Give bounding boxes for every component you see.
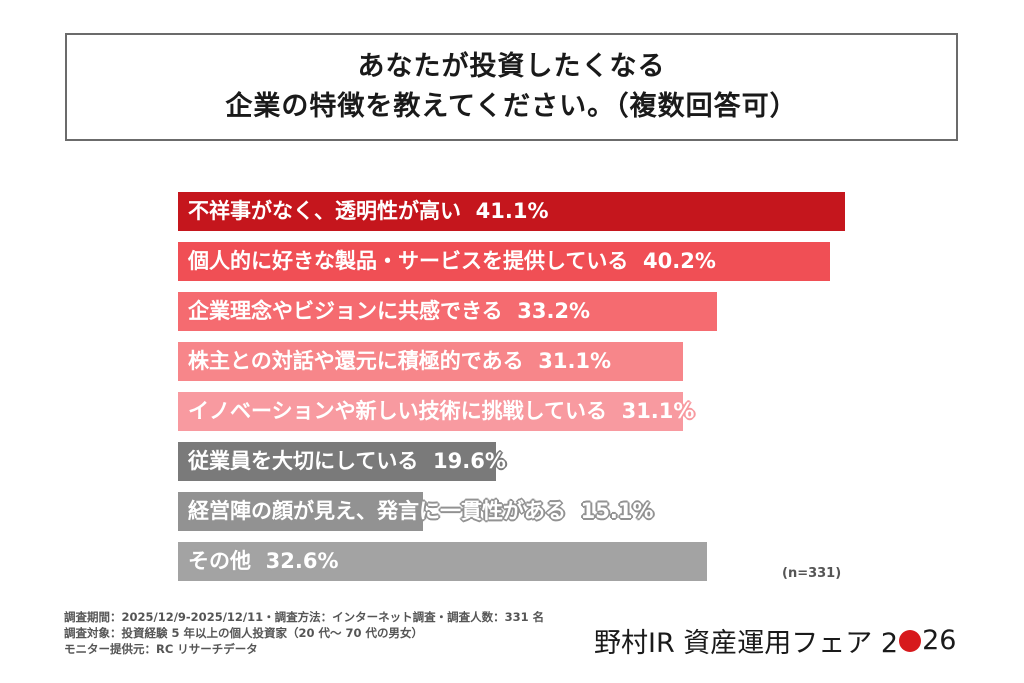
bar-value: 31.1% <box>538 349 612 373</box>
survey-footnote: 調査期間：2025/12/9-2025/12/11・調査方法：インターネット調査… <box>64 609 544 657</box>
bar-label: 経営陣の顔が見え、発言に一貫性がある 15.1% <box>188 492 653 531</box>
red-circle-icon <box>899 629 922 652</box>
bar-value: 31.1% <box>621 399 695 423</box>
bar-label: 従業員を大切にしている 19.6% <box>188 442 506 481</box>
bar-value: 15.1% <box>580 499 654 523</box>
bar-category: イノベーションや新しい技術に挑戦している <box>188 399 607 423</box>
title-line-2: 企業の特徴を教えてください。（複数回答可） <box>225 91 798 122</box>
bar-label: その他 32.6% <box>188 542 338 581</box>
bar-6: 従業員を大切にしている 19.6% <box>178 442 506 481</box>
bar-label: イノベーションや新しい技術に挑戦している 31.1% <box>188 392 694 431</box>
bar-label: 個人的に好きな製品・サービスを提供している 40.2% <box>188 242 716 281</box>
bar-3: 企業理念やビジョンに共感できる 33.2% <box>178 292 717 331</box>
bar-value: 33.2% <box>517 299 591 323</box>
bar-category: 個人的に好きな製品・サービスを提供している <box>188 249 629 273</box>
bar-label: 株主との対話や還元に積極的である 31.1% <box>188 342 611 381</box>
event-logo: 野村IR 資産運用フェア 2 26 <box>594 621 956 660</box>
logo-text: 野村IR 資産運用フェア 2 <box>594 628 899 659</box>
bar-1: 不祥事がなく、透明性が高い 41.1% <box>178 192 845 231</box>
bar-7: 経営陣の顔が見え、発言に一貫性がある 15.1% <box>178 492 653 531</box>
bar-value: 32.6% <box>265 549 339 573</box>
bar-value: 19.6% <box>433 449 506 473</box>
footnote-provider: モニター提供元：RC リサーチデータ <box>64 642 258 656</box>
bar-category: 従業員を大切にしている <box>188 449 419 473</box>
bar-category: 不祥事がなく、透明性が高い <box>188 199 461 223</box>
bar-value: 41.1% <box>475 199 549 223</box>
bar-4: 株主との対話や還元に積極的である 31.1% <box>178 342 683 381</box>
bar-category: 株主との対話や還元に積極的である <box>188 349 524 373</box>
footnote-target: 調査対象：投資経験 5 年以上の個人投資家（20 代～ 70 代の男女） <box>64 626 424 640</box>
bar-category: 経営陣の顔が見え、発言に一貫性がある <box>188 499 566 523</box>
title-line-1: あなたが投資したくなる <box>357 51 666 82</box>
bar-label: 企業理念やビジョンに共感できる 33.2% <box>188 292 590 331</box>
bar-2: 個人的に好きな製品・サービスを提供している 40.2% <box>178 242 830 281</box>
logo-text-end: 26 <box>922 625 957 656</box>
bar-category: その他 <box>188 549 251 573</box>
bar-value: 40.2% <box>643 249 716 273</box>
bar-category: 企業理念やビジョンに共感できる <box>188 299 503 323</box>
bar-label: 不祥事がなく、透明性が高い 41.1% <box>188 192 548 231</box>
title-box: あなたが投資したくなる 企業の特徴を教えてください。（複数回答可） <box>65 33 958 141</box>
footnote-period: 調査期間：2025/12/9-2025/12/11・調査方法：インターネット調査… <box>64 610 545 624</box>
bar-8: その他 32.6% <box>178 542 707 581</box>
bar-5: イノベーションや新しい技術に挑戦している 31.1% <box>178 392 694 431</box>
sample-size-label: (n=331) <box>782 566 842 581</box>
